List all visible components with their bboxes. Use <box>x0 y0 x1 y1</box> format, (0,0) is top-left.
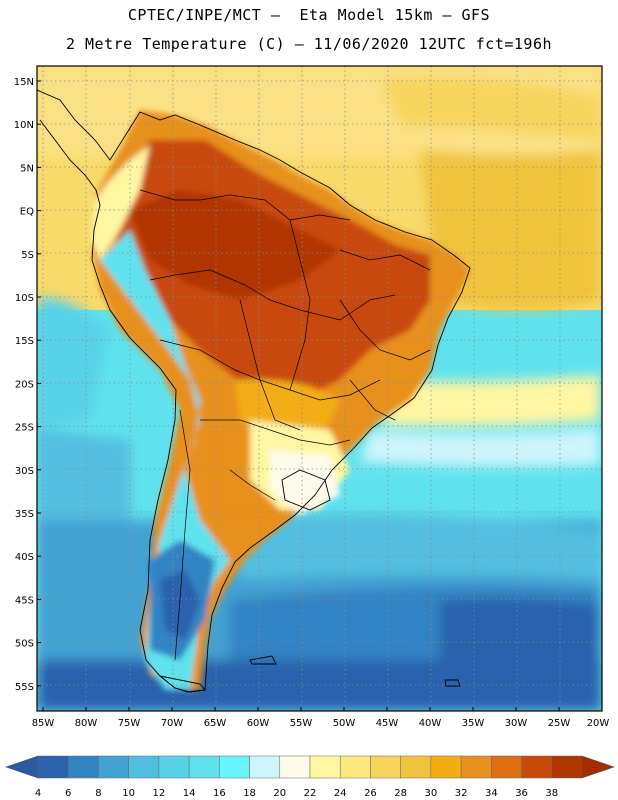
colorbar-label: 12 <box>153 788 166 799</box>
lon-tick-label: 60W <box>247 718 270 729</box>
lon-tick-label: 35W <box>462 718 485 729</box>
colorbar-swatch <box>339 755 371 779</box>
colorbar-swatch <box>37 755 69 779</box>
lat-tick-label: 55S <box>15 682 34 693</box>
lon-tick-label: 45W <box>376 718 399 729</box>
colorbar-swatch <box>521 755 553 779</box>
lat-tick-label: 5S <box>21 250 34 261</box>
colorbar-label: 24 <box>334 788 347 799</box>
colorbar-label: 4 <box>35 788 41 799</box>
lat-tick-label: EQ <box>20 207 34 218</box>
lon-tick-label: 50W <box>333 718 356 729</box>
colorbar-swatch <box>400 755 432 779</box>
lat-tick-label: 15N <box>14 77 34 88</box>
colorbar-label: 32 <box>455 788 468 799</box>
lon-tick-label: 75W <box>118 718 141 729</box>
lat-tick-label: 10N <box>14 120 34 131</box>
colorbar-label: 22 <box>304 788 317 799</box>
lat-tick-label: 15S <box>15 336 34 347</box>
temperature-field <box>37 66 602 711</box>
lat-tick-label: 50S <box>15 639 34 650</box>
lat-tick-label: 35S <box>15 509 34 520</box>
colorbar-label: 16 <box>213 788 226 799</box>
map-subtitle: 2 Metre Temperature (C) – 11/06/2020 12U… <box>65 35 553 53</box>
colorbar-swatch <box>430 755 462 779</box>
colorbar-label: 14 <box>183 788 196 799</box>
colorbar-label: 28 <box>394 788 407 799</box>
colorbar-label: 34 <box>485 788 498 799</box>
colorbar-label: 10 <box>122 788 135 799</box>
colorbar-swatch <box>491 755 522 779</box>
map-title: CPTEC/INPE/MCT – Eta Model 15km – GFS <box>127 6 491 24</box>
colorbar-swatch <box>551 755 583 779</box>
colorbar-swatch <box>188 755 220 779</box>
colorbar-swatch <box>158 755 190 779</box>
colorbar-min-arrow <box>5 755 39 779</box>
colorbar-swatch <box>67 755 99 779</box>
lat-tick-label: 30S <box>15 466 34 477</box>
lon-tick-label: 20W <box>587 718 610 729</box>
colorbar-swatch <box>460 755 492 779</box>
lon-tick-label: 25W <box>548 718 571 729</box>
lon-tick-label: 70W <box>161 718 184 729</box>
lon-tick-label: 80W <box>75 718 98 729</box>
colorbar-label: 30 <box>425 788 438 799</box>
lat-tick-label: 45S <box>15 595 34 606</box>
lon-tick-label: 55W <box>290 718 313 729</box>
colorbar-swatch <box>279 755 311 779</box>
lat-tick-label: 40S <box>15 552 34 563</box>
temperature-colorbar: 4 6 8 10 12 14 16 18 20 22 24 26 28 30 32 34 36 38 <box>5 755 615 799</box>
lat-tick-label: 10S <box>15 293 34 304</box>
lat-tick-label: 5N <box>20 163 34 174</box>
colorbar-label: 6 <box>65 788 71 799</box>
colorbar-label: 38 <box>545 788 558 799</box>
country-borders <box>139 189 431 661</box>
coastline <box>37 89 471 693</box>
colorbar-label: 26 <box>364 788 377 799</box>
map-frame <box>36 65 603 712</box>
latitude-axis: 15N 10N 5N EQ 5S 10S 15S 20S 25S 30S 35S 40S 45S 50S 5… <box>14 77 41 693</box>
colorbar-swatch <box>370 755 401 779</box>
lat-tick-label: 20S <box>15 379 34 390</box>
colorbar-swatch <box>128 755 160 779</box>
colorbar-swatch <box>98 755 129 779</box>
colorbar-swatch <box>219 755 250 779</box>
longitude-axis: 85W 80W 75W 70W 65W 60W 55W 50W 45W 40W 35W 30W 25W 2… <box>32 707 610 729</box>
lon-tick-label: 40W <box>419 718 442 729</box>
colorbar-swatch <box>249 755 281 779</box>
colorbar-label: 18 <box>243 788 256 799</box>
colorbar-label: 36 <box>515 788 528 799</box>
lon-tick-label: 85W <box>32 718 55 729</box>
colorbar-label: 20 <box>273 788 286 799</box>
lon-tick-label: 65W <box>204 718 227 729</box>
colorbar-swatch <box>309 755 341 779</box>
colorbar-max-arrow <box>581 755 615 779</box>
colorbar-label: 8 <box>95 788 101 799</box>
lat-tick-label: 25S <box>15 423 34 434</box>
lon-tick-label: 30W <box>505 718 528 729</box>
